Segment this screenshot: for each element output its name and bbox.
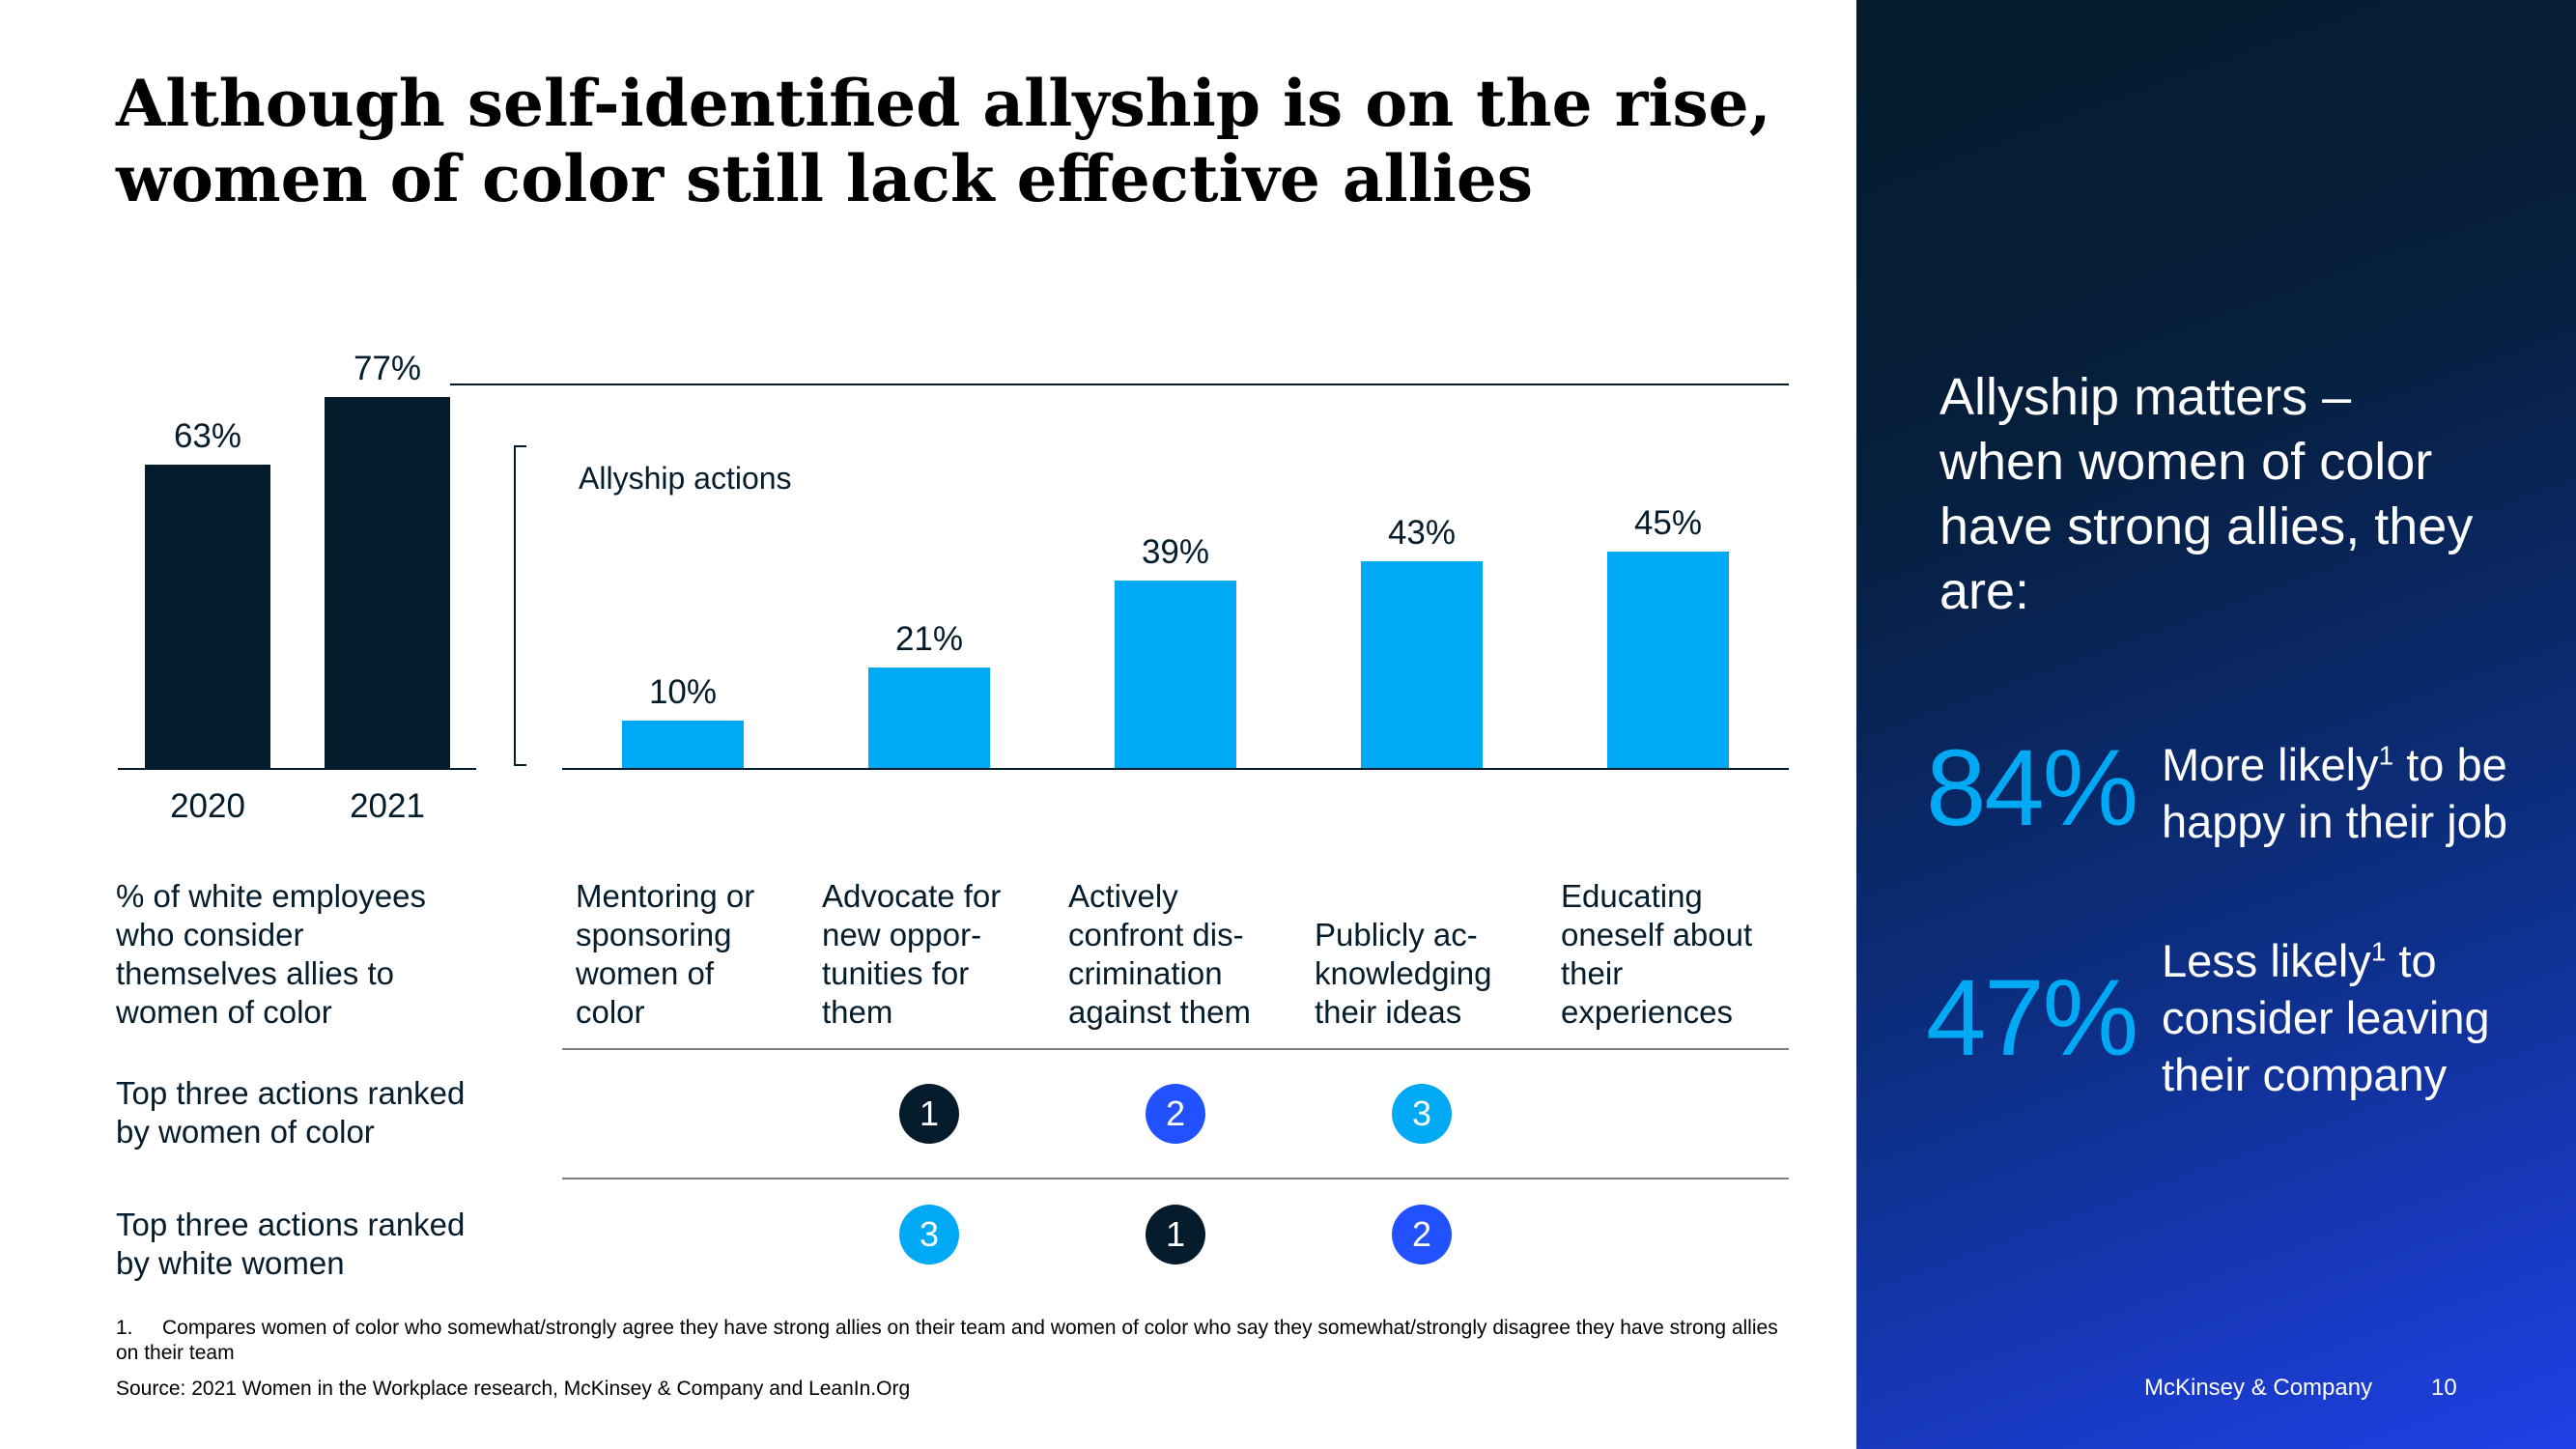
- stat-47-text-a: Less likely: [2162, 935, 2371, 986]
- action-value-label-3: 39%: [1142, 533, 1209, 571]
- action-bar-2: [868, 668, 990, 769]
- divider-1: [562, 1048, 1789, 1050]
- allyship-actions-chart: 10% 21% 39% 43% 45%: [622, 504, 1729, 769]
- action-category-2: Advocate for new oppor- tunities for the…: [822, 878, 1002, 1030]
- footnote-number: 1.: [116, 1317, 133, 1339]
- row-label-white-women: Top three actions ranked by white women: [116, 1207, 466, 1281]
- action-value-label-4: 43%: [1388, 514, 1456, 552]
- left-caption: % of white employees who consider themse…: [116, 878, 426, 1030]
- action-bar-3: [1115, 581, 1236, 769]
- action-bar-5: [1607, 552, 1729, 769]
- woc-rank-badge-2: 1: [899, 1084, 959, 1144]
- allies-bar-1: [145, 465, 270, 769]
- title-line-2: women of color still lack effective alli…: [116, 141, 1533, 216]
- row-label-women-of-color: Top three actions ranked by women of col…: [116, 1075, 466, 1150]
- slide-title: Although self-identified allyship is on …: [116, 66, 1854, 216]
- divider-2: [562, 1178, 1789, 1179]
- action-value-label-1: 10%: [649, 673, 717, 711]
- ww-rank-badge-4: 2: [1392, 1205, 1452, 1264]
- company-name: McKinsey & Company: [2144, 1375, 2373, 1401]
- stat-84-text: More likely1 to be happy in their job: [2162, 736, 2507, 850]
- stat-47-superscript: 1: [2370, 936, 2387, 967]
- action-value-label-5: 45%: [1634, 504, 1702, 542]
- title-line-1: Although self-identified allyship is on …: [116, 66, 1771, 141]
- action-category-5: Educating oneself about their experience…: [1561, 878, 1753, 1030]
- ww-rank-badge-2: 3: [899, 1205, 959, 1264]
- allies-value-label-2: 77%: [354, 350, 421, 387]
- allyship-chart: 63% 77% 2020 2021 10% 21% 39% 43% 45% Allyship …: [118, 350, 1789, 825]
- ww-rank-badge-3: 1: [1146, 1205, 1205, 1264]
- source-note: Source: 2021 Women in the Workplace rese…: [116, 1378, 911, 1400]
- year-tick-2020: 2020: [170, 787, 245, 825]
- action-category-3: Actively confront dis- crimination again…: [1068, 878, 1251, 1030]
- action-bar-4: [1361, 561, 1483, 769]
- self-identified-allies-chart: 63% 77% 2020 2021: [145, 350, 450, 825]
- bracket: [514, 445, 526, 766]
- allies-bar-2: [325, 397, 450, 769]
- stat-84-text-b: to be happy in their job: [2162, 739, 2507, 847]
- action-category-1: Mentoring or sponsoring women of color: [576, 878, 755, 1030]
- stat-84-superscript: 1: [2378, 740, 2394, 771]
- allyship-actions-label: Allyship actions: [579, 461, 792, 496]
- allies-value-label-1: 63%: [174, 417, 241, 455]
- stat-47-text-b: to consider leaving their company: [2162, 935, 2490, 1100]
- footnote: 1. Compares women of color who somewhat/s…: [116, 1316, 1797, 1366]
- footnote-text: Compares women of color who somewhat/str…: [116, 1317, 1778, 1364]
- stat-84-value: 84%: [1926, 727, 2138, 848]
- page-number: 10: [2431, 1375, 2457, 1401]
- side-panel: Allyship matters – when women of color h…: [1856, 0, 2576, 1449]
- year-tick-2021: 2021: [350, 787, 425, 825]
- side-panel-heading: Allyship matters – when women of color h…: [1939, 368, 2474, 620]
- woc-rank-badge-4: 3: [1392, 1084, 1452, 1144]
- action-category-4: Publicly ac- knowledging their ideas: [1315, 917, 1492, 1030]
- woc-rank-badge-3: 2: [1146, 1084, 1205, 1144]
- stat-47-value: 47%: [1926, 957, 2138, 1078]
- action-value-label-2: 21%: [895, 620, 963, 658]
- action-bar-1: [622, 721, 744, 769]
- stat-84-text-a: More likely: [2162, 739, 2379, 790]
- stat-47-text: Less likely1 to consider leaving their c…: [2162, 932, 2490, 1103]
